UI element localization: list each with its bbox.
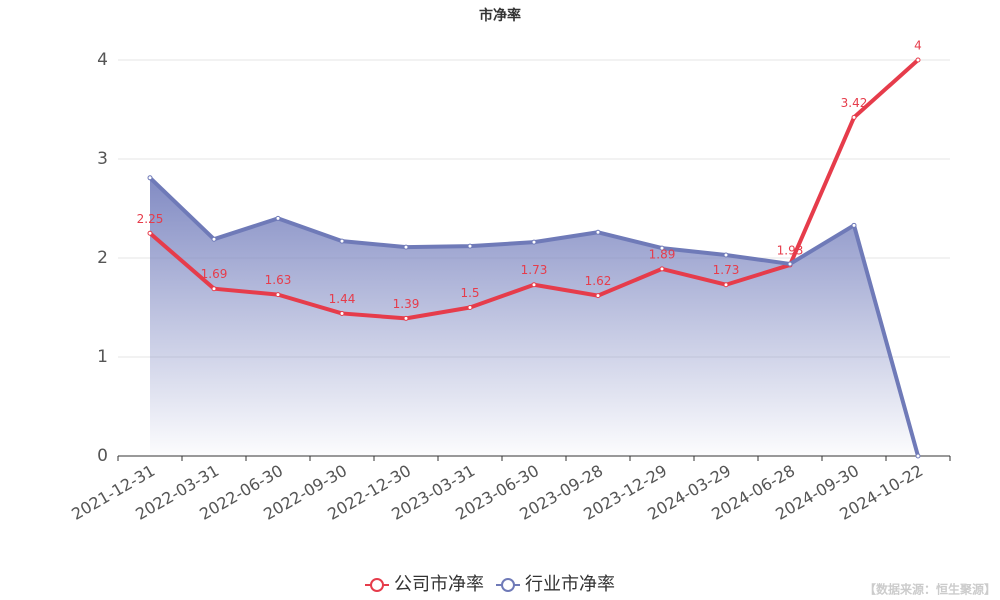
data-label: 1.39 [393,297,420,311]
data-label: 1.73 [713,263,740,277]
area [150,177,918,456]
chart-title: 市净率 [479,7,521,24]
point [339,238,345,244]
point [403,244,409,250]
point [723,282,729,288]
data-label: 1.63 [265,273,292,287]
point [851,222,857,228]
point [275,292,281,298]
point [339,310,345,316]
point [211,286,217,292]
y-tick-label: 2 [97,248,108,268]
point [403,315,409,321]
data-label: 4 [914,39,922,53]
y-tick-label: 1 [97,347,108,367]
point [147,230,153,236]
point [659,266,665,272]
data-label: 2.25 [137,212,164,226]
point [915,453,921,459]
legend-icon [370,578,384,592]
data-label: 1.5 [460,286,479,300]
data-label: 1.44 [329,292,356,306]
source-note: 【数据来源：恒生聚源】 [864,582,996,597]
point [915,57,921,63]
y-tick-label: 3 [97,149,108,169]
y-tick-label: 0 [97,446,108,466]
point [659,245,665,251]
point [851,114,857,120]
data-label: 1.73 [521,263,548,277]
point [531,282,537,288]
point [211,236,217,242]
legend-label: 行业市净率 [525,574,615,595]
y-tick-label: 4 [97,50,108,70]
point [595,293,601,299]
point [467,305,473,310]
point [467,243,473,249]
data-label: 1.62 [585,274,612,288]
data-label: 1.89 [649,247,676,261]
point [723,252,729,258]
data-label: 1.69 [201,267,228,281]
point [595,229,601,235]
point [147,175,153,181]
point [787,261,793,267]
legend-label: 公司市净率 [394,574,484,595]
point [531,239,537,245]
data-label: 3.42 [841,96,868,110]
legend-icon [501,578,515,592]
data-label: 1.93 [777,243,804,257]
point [275,215,281,221]
